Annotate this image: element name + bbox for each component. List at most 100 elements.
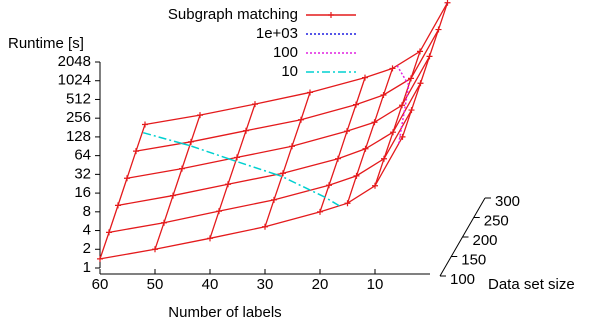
- x-tick-label: 60: [92, 276, 109, 293]
- data-point: [179, 165, 185, 172]
- legend-label: 1e+03: [256, 25, 298, 42]
- data-point: [372, 182, 378, 189]
- data-point: [417, 80, 424, 87]
- data-point: [399, 102, 405, 109]
- contour-line: [400, 112, 405, 129]
- z-tick-label: 1024: [58, 72, 91, 89]
- surface-column: [319, 77, 366, 213]
- data-point: [353, 172, 360, 179]
- legend-marker: [328, 12, 334, 18]
- x-tick-label: 10: [367, 276, 384, 293]
- data-point: [317, 208, 323, 215]
- data-point: [197, 112, 203, 119]
- data-point: [142, 121, 148, 128]
- data-point: [97, 255, 103, 262]
- surface-column: [346, 68, 394, 204]
- z-tick-label: 8: [83, 203, 91, 220]
- y-tick-label: 200: [473, 232, 498, 249]
- data-point: [362, 74, 368, 81]
- legend-label: Subgraph matching: [168, 6, 298, 23]
- data-point: [344, 200, 351, 207]
- surface-column: [401, 2, 449, 138]
- y-tick-label: 250: [484, 212, 509, 229]
- data-point: [252, 101, 258, 108]
- surface-row: [126, 56, 431, 179]
- x-axis-title: Number of labels: [168, 304, 281, 321]
- z-tick-label: 128: [66, 128, 91, 145]
- contour-line: [405, 80, 410, 86]
- y-tick-label: 300: [495, 193, 520, 210]
- data-point: [207, 235, 213, 242]
- data-point: [152, 246, 158, 253]
- y-axis-title: Data set size: [488, 276, 575, 293]
- data-point: [399, 133, 406, 140]
- contour-line: [310, 189, 326, 198]
- data-point: [271, 196, 277, 203]
- data-point: [435, 26, 442, 33]
- z-tick-label: 256: [66, 109, 91, 126]
- z-tick-label: 512: [66, 90, 91, 107]
- contour-line: [324, 196, 340, 207]
- contour-line: [229, 158, 236, 162]
- y-tick-label: 100: [450, 271, 475, 288]
- z-tick-label: 2048: [58, 53, 91, 70]
- data-point: [380, 91, 387, 98]
- data-point: [307, 89, 313, 96]
- data-point: [216, 208, 222, 215]
- surface-row: [144, 2, 449, 126]
- contour-line: [398, 127, 403, 144]
- z-tick-label: 4: [83, 222, 91, 239]
- data-point: [335, 155, 341, 162]
- z-tick-label: 16: [74, 184, 91, 201]
- data-point: [289, 143, 295, 150]
- data-point: [234, 154, 240, 161]
- x-tick-label: 20: [312, 276, 329, 293]
- data-point: [408, 75, 414, 82]
- data-point: [381, 155, 387, 162]
- data-point: [243, 127, 249, 134]
- y-tick-label: 150: [461, 251, 486, 268]
- contour-line: [181, 142, 190, 147]
- data-point: [161, 219, 167, 226]
- contour-line: [189, 144, 230, 160]
- data-point: [280, 170, 286, 177]
- contour-line: [281, 175, 311, 191]
- legend-label: 100: [273, 44, 298, 61]
- surface-column: [264, 92, 311, 227]
- contour-line: [142, 131, 182, 145]
- data-point: [444, 0, 451, 6]
- z-axis-title: Runtime [s]: [8, 35, 84, 52]
- data-point: [326, 182, 332, 189]
- data-point: [408, 107, 415, 114]
- surface-column: [209, 103, 256, 239]
- data-point: [225, 181, 231, 188]
- data-point: [106, 229, 112, 236]
- data-point: [124, 175, 130, 182]
- legend-label: 10: [281, 63, 298, 80]
- surface-row: [108, 109, 413, 233]
- contour-line: [396, 65, 407, 82]
- contour-line: [276, 173, 283, 178]
- surface-column: [154, 114, 201, 250]
- contour-line: [403, 96, 408, 113]
- z-tick-label: 64: [74, 147, 91, 164]
- data-point: [133, 148, 139, 155]
- surface-row: [99, 136, 404, 260]
- data-point: [371, 119, 378, 126]
- data-point: [390, 129, 396, 136]
- data-point: [389, 65, 396, 72]
- data-point: [115, 202, 121, 209]
- z-tick-label: 1: [83, 259, 91, 276]
- contour-line: [235, 160, 277, 176]
- data-point: [344, 128, 350, 135]
- data-point: [417, 48, 423, 55]
- x-tick-label: 50: [147, 276, 164, 293]
- x-tick-label: 30: [257, 276, 274, 293]
- surface-column: [374, 51, 421, 186]
- z-tick-label: 2: [83, 240, 91, 257]
- data-point: [353, 101, 359, 108]
- data-point: [362, 145, 369, 152]
- surface-row: [117, 82, 422, 207]
- x-tick-label: 40: [202, 276, 219, 293]
